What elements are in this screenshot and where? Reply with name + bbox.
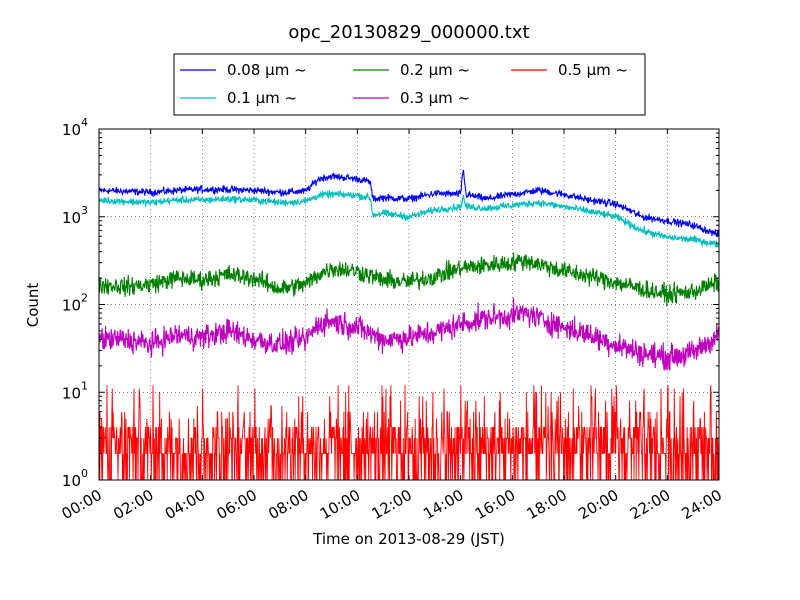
y-tick-base: 10 (62, 384, 81, 402)
y-tick-label: 10 2 (62, 292, 88, 315)
chart-title: opc_20130829_000000.txt (288, 22, 529, 43)
legend-label: 0.08 μm ~ (227, 61, 307, 79)
x-tick-label: 12:00 (369, 486, 415, 523)
x-tick-label: 16:00 (472, 486, 518, 523)
legend-label: 0.5 μm ~ (558, 61, 628, 79)
y-tick-exponent: 0 (81, 467, 88, 480)
legend: 0.08 μm ~ 0.1 μm ~ 0.2 μm ~ 0.3 μm ~ 0.5 μm … (173, 53, 646, 116)
y-tick-label: 10 0 (62, 467, 88, 490)
tick-marks (98, 128, 720, 481)
y-tick-base: 10 (62, 472, 81, 490)
x-axis-label: Time on 2013-08-29 (JST) (312, 530, 505, 548)
x-tick-label: 10:00 (317, 486, 363, 523)
legend-item: 0.2 μm ~ (353, 61, 470, 79)
series-layer (99, 169, 719, 480)
legend-item: 0.1 μm ~ (180, 89, 297, 107)
series-line-3 (99, 297, 719, 371)
x-tick-label: 04:00 (162, 486, 208, 523)
y-tick-label: 10 3 (62, 204, 88, 227)
x-tick-label: 22:00 (627, 486, 673, 523)
y-tick-base: 10 (62, 209, 81, 227)
legend-item: 0.5 μm ~ (511, 61, 628, 79)
y-tick-base: 10 (62, 297, 81, 315)
x-tick-label: 20:00 (575, 486, 621, 523)
legend-item: 0.3 μm ~ (353, 89, 470, 107)
x-tick-label: 02:00 (110, 486, 156, 523)
series-line-0 (99, 169, 719, 237)
y-tick-label: 10 4 (62, 116, 88, 139)
x-tick-label: 24:00 (679, 486, 725, 523)
legend-item: 0.08 μm ~ (180, 61, 307, 79)
x-tick-label: 08:00 (265, 486, 311, 523)
legend-label: 0.3 μm ~ (400, 89, 470, 107)
series-line-1 (99, 190, 719, 248)
y-tick-base: 10 (62, 121, 81, 139)
x-tick-label: 06:00 (214, 486, 260, 523)
legend-label: 0.1 μm ~ (227, 89, 297, 107)
x-tick-labels: 00:00 02:00 04:00 06:00 08:00 10:00 12:00 14:00… (59, 486, 725, 523)
y-axis-label: Count (24, 283, 42, 328)
y-tick-exponent: 1 (81, 379, 88, 392)
x-tick-label: 14:00 (420, 486, 466, 523)
x-tick-label: 18:00 (524, 486, 570, 523)
y-tick-exponent: 4 (81, 116, 88, 129)
legend-box (173, 53, 646, 116)
y-tick-exponent: 2 (81, 292, 88, 305)
series-line-2 (99, 252, 719, 307)
y-tick-exponent: 3 (81, 204, 88, 217)
legend-label: 0.2 μm ~ (400, 61, 470, 79)
series-line-4 (99, 385, 719, 480)
x-tick-label: 00:00 (59, 486, 105, 523)
y-tick-label: 10 1 (62, 379, 88, 402)
